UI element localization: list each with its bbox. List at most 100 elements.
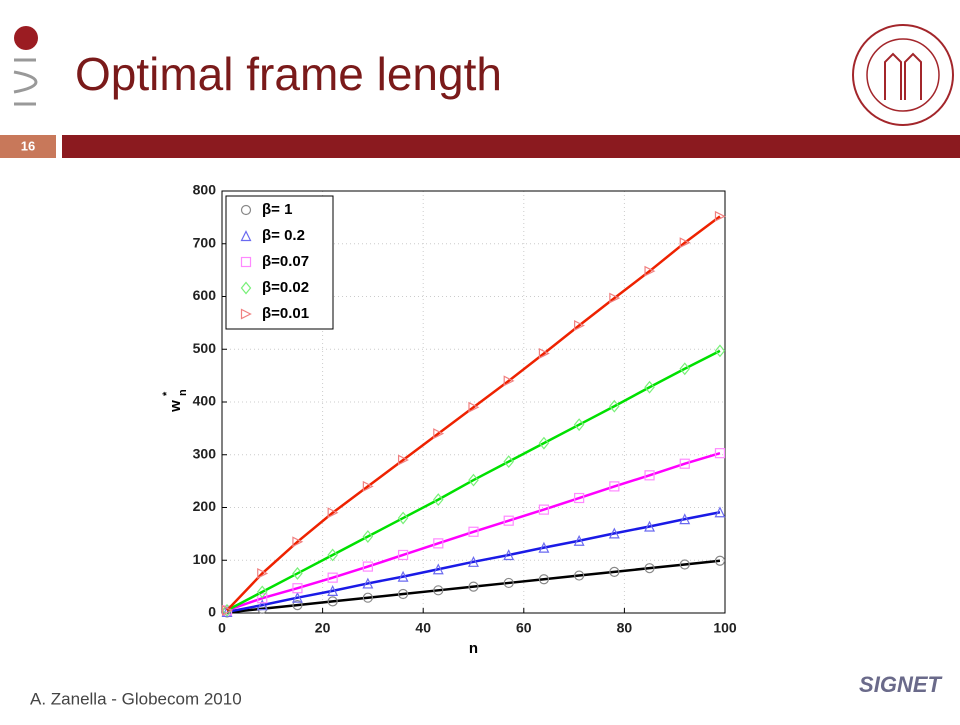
marker xyxy=(503,515,514,526)
marker xyxy=(432,563,444,575)
title-bar xyxy=(62,135,960,158)
marker xyxy=(362,561,373,572)
marker xyxy=(714,506,726,518)
marker xyxy=(644,520,656,532)
footer: A. Zanella - Globecom 2010 xyxy=(30,689,242,708)
legend-label: β=0.07 xyxy=(262,253,309,270)
marker xyxy=(292,583,303,594)
marker xyxy=(644,563,655,574)
legend-marker xyxy=(240,308,252,320)
marker xyxy=(574,492,585,504)
marker xyxy=(714,555,726,566)
marker xyxy=(468,526,479,537)
marker xyxy=(609,399,620,413)
marker xyxy=(503,455,514,469)
marker xyxy=(714,210,726,222)
marker xyxy=(433,493,444,507)
y-tick-label: 400 xyxy=(193,393,217,409)
marker xyxy=(679,513,691,525)
marker xyxy=(609,292,621,304)
legend-marker xyxy=(240,204,252,216)
marker xyxy=(679,458,690,469)
series-line xyxy=(226,511,721,614)
y-axis-label-sub: n xyxy=(177,389,189,396)
marker xyxy=(362,592,373,603)
marker xyxy=(644,265,656,277)
y-tick-label: 0 xyxy=(208,604,216,620)
marker xyxy=(256,599,268,611)
y-tick-label: 700 xyxy=(193,234,217,250)
marker xyxy=(679,559,690,570)
x-axis-label: n xyxy=(469,640,478,657)
marker xyxy=(468,401,480,413)
marker xyxy=(679,362,691,376)
plot-frame xyxy=(221,190,726,614)
marker xyxy=(327,585,339,596)
marker xyxy=(433,428,445,440)
legend-label: β=0.01 xyxy=(262,305,309,322)
marker xyxy=(433,538,444,549)
marker xyxy=(714,448,726,459)
marker xyxy=(679,237,691,249)
marker xyxy=(397,588,409,600)
marker xyxy=(397,570,409,582)
x-tick-label: 20 xyxy=(315,620,331,636)
signet-logo: SIGNET xyxy=(859,672,942,697)
marker xyxy=(538,347,550,359)
marker xyxy=(256,585,268,599)
y-axis-label-sup: * xyxy=(161,391,173,396)
marker xyxy=(257,593,268,604)
legend-label: β=0.02 xyxy=(262,279,309,296)
marker xyxy=(257,567,269,579)
marker xyxy=(503,375,515,387)
marker xyxy=(538,436,550,450)
series-line xyxy=(226,215,721,612)
legend-marker xyxy=(240,256,252,268)
marker xyxy=(397,454,409,466)
x-tick-label: 100 xyxy=(713,620,737,636)
marker xyxy=(292,536,304,548)
legend-label: β= 1 xyxy=(262,201,292,218)
marker xyxy=(221,604,233,616)
x-tick-label: 60 xyxy=(516,620,532,636)
marker xyxy=(327,596,338,607)
seal xyxy=(852,24,954,126)
y-tick-label: 500 xyxy=(193,340,217,356)
chart: 0 20 40 60 80 1000100200300400500600700800nw*… xyxy=(161,182,737,657)
marker xyxy=(538,574,550,585)
marker xyxy=(574,570,585,581)
marker xyxy=(609,481,620,492)
x-tick-label: 80 xyxy=(617,620,633,636)
marker xyxy=(503,549,515,561)
marker xyxy=(291,591,303,603)
logo-dot xyxy=(14,26,38,50)
slide-title: Optimal frame length xyxy=(75,48,502,100)
marker xyxy=(574,320,585,331)
marker xyxy=(362,530,374,543)
legend-marker xyxy=(240,281,252,295)
series-line xyxy=(226,349,721,612)
marker xyxy=(327,572,338,583)
y-axis-label: w * n xyxy=(161,389,189,413)
series-line xyxy=(226,559,721,614)
y-tick-label: 800 xyxy=(193,182,217,198)
marker xyxy=(397,549,409,561)
marker xyxy=(433,585,444,596)
marker xyxy=(538,504,550,515)
marker xyxy=(608,527,620,539)
marker xyxy=(292,566,303,580)
marker xyxy=(397,511,409,525)
logo-lines xyxy=(13,58,38,106)
marker xyxy=(573,534,585,546)
y-tick-label: 200 xyxy=(193,498,217,514)
marker xyxy=(292,599,303,611)
marker xyxy=(538,541,550,553)
x-tick-label: 0 xyxy=(218,620,226,636)
marker xyxy=(362,577,374,589)
y-tick-label: 600 xyxy=(193,287,217,303)
legend-label: β= 0.2 xyxy=(262,227,305,244)
page-number: 16 xyxy=(21,138,35,153)
legend-marker xyxy=(240,230,252,242)
